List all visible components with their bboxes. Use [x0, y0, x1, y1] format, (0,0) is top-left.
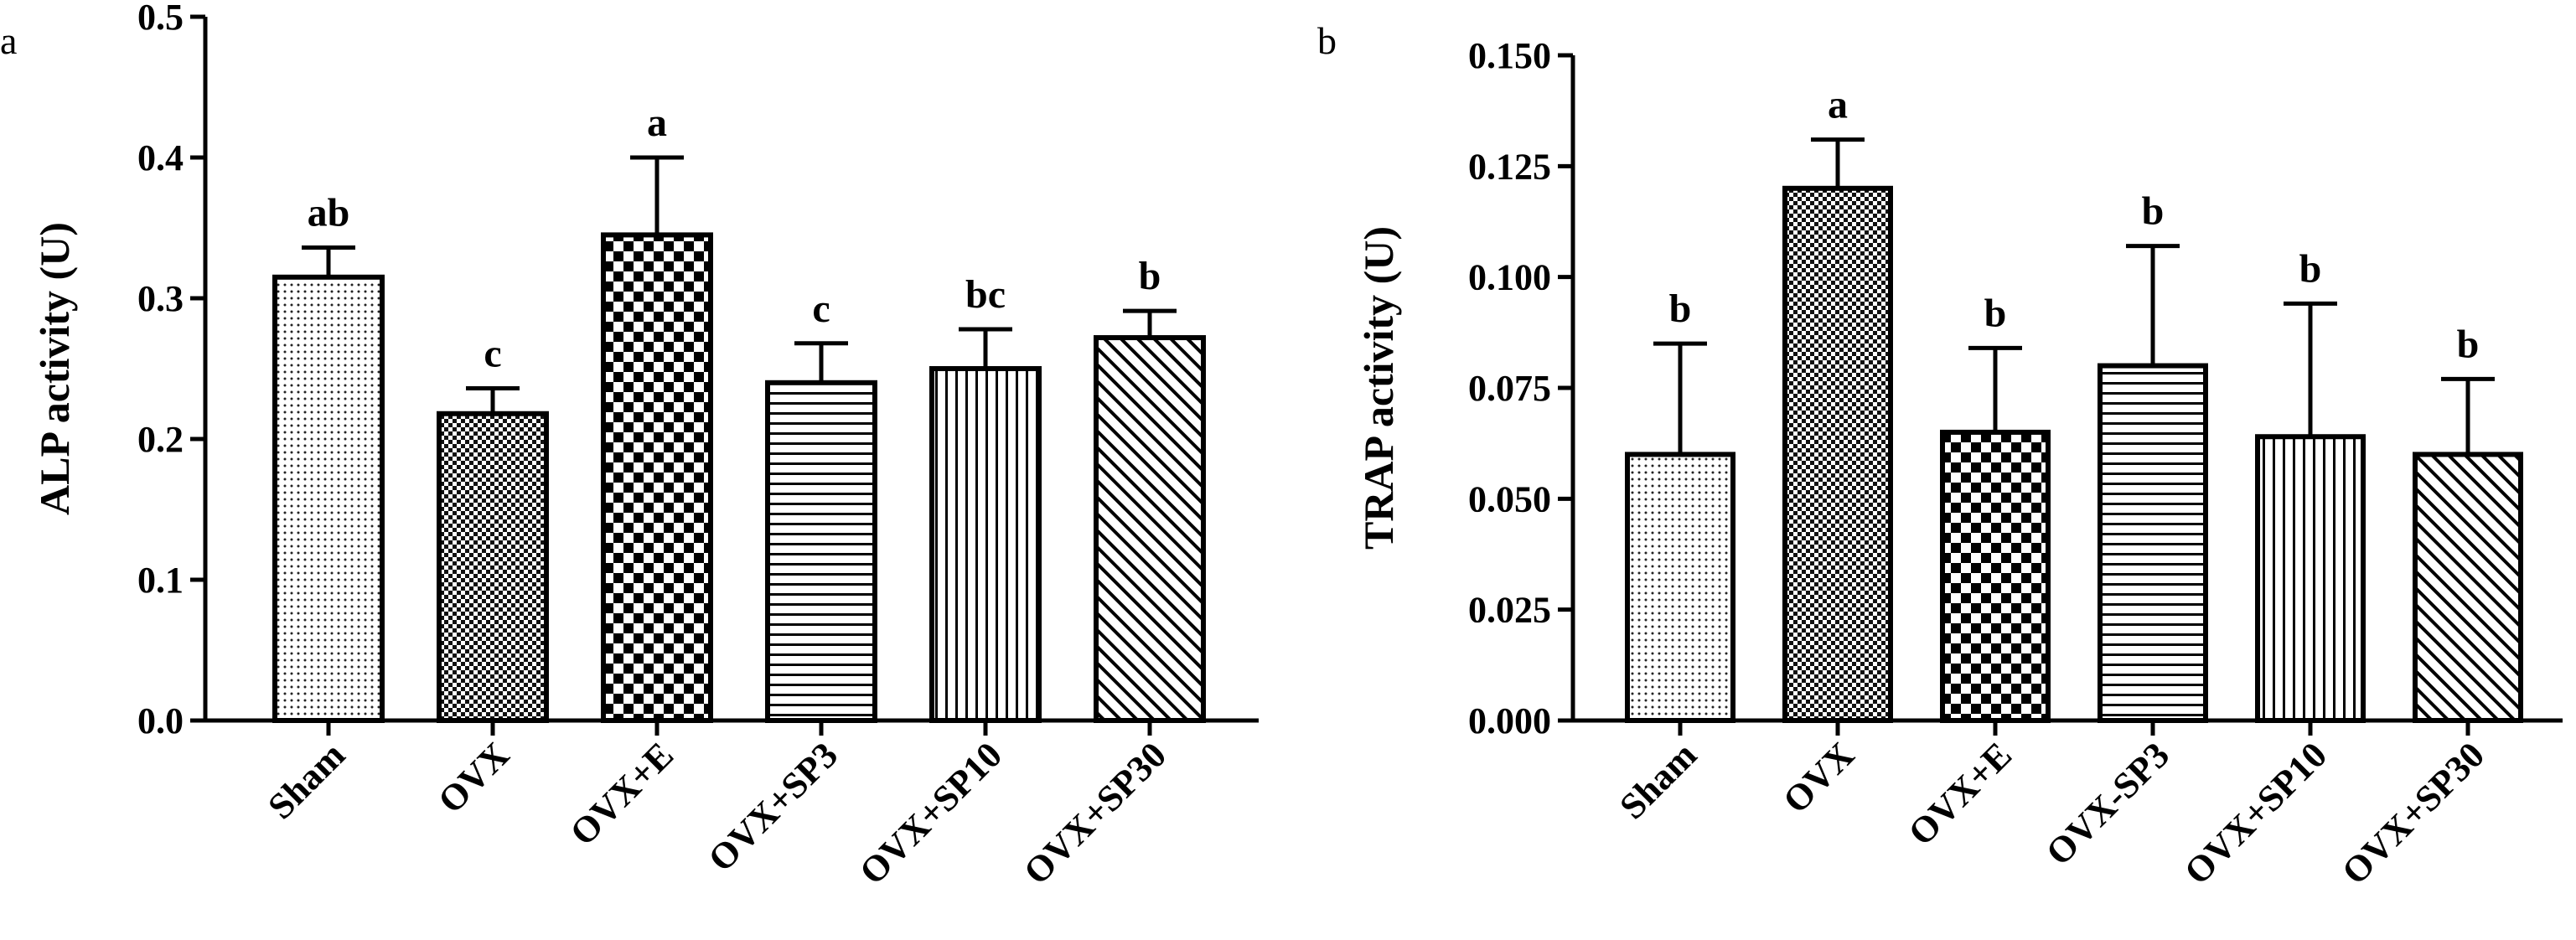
y-axis-title: ALP activity (U) — [31, 222, 78, 515]
y-tick-label: 0.4 — [137, 137, 184, 178]
bar-ovx-sp30 — [2413, 452, 2523, 724]
significance-label: bc — [965, 272, 1006, 317]
x-category-label: Sham — [1611, 734, 1704, 827]
significance-label: b — [2142, 189, 2165, 234]
x-category-label: OVX — [1775, 734, 1862, 821]
x-category-label: OVX+SP10 — [2176, 734, 2335, 892]
bar-ovx-e — [601, 232, 713, 723]
bar-ovx-sp30 — [1094, 335, 1206, 723]
bar-sham — [1625, 452, 1735, 724]
x-category-label: OVX+SP3 — [701, 734, 846, 879]
panel-b-label: b — [1317, 19, 1337, 62]
x-category-label: OVX-SP3 — [2038, 734, 2177, 873]
y-tick-label: 0.125 — [1468, 146, 1551, 187]
significance-label: a — [1828, 83, 1848, 127]
bar-ovx — [1782, 185, 1893, 724]
significance-label: b — [1669, 287, 1692, 331]
bar-sham — [272, 274, 385, 723]
x-category-label: OVX+SP10 — [851, 734, 1010, 892]
significance-label: b — [2457, 322, 2480, 366]
x-category-label: OVX+E — [1901, 734, 2020, 853]
x-category-label: OVX+E — [562, 734, 681, 853]
y-tick-label: 0.100 — [1468, 257, 1551, 298]
x-category-label: OVX — [430, 734, 517, 821]
significance-label: b — [2299, 246, 2322, 291]
y-tick-label: 0.075 — [1468, 368, 1551, 409]
significance-label: b — [1139, 254, 1161, 298]
y-tick-label: 0.050 — [1468, 478, 1551, 519]
bar-ovx-sp3 — [2098, 363, 2208, 723]
bar-ovx-sp3 — [765, 380, 877, 723]
bar-ovx-sp10 — [2255, 434, 2366, 724]
significance-label: ab — [308, 191, 350, 235]
y-tick-label: 0.000 — [1468, 700, 1551, 741]
x-category-label: OVX+SP30 — [2334, 734, 2492, 892]
significance-label: b — [1984, 291, 2007, 335]
y-tick-label: 0.0 — [137, 700, 184, 741]
y-tick-label: 0.025 — [1468, 590, 1551, 631]
x-category-label: Sham — [260, 734, 353, 827]
y-tick-label: 0.150 — [1468, 35, 1551, 76]
bar-ovx — [437, 411, 549, 723]
y-tick-label: 0.2 — [137, 419, 184, 460]
y-tick-label: 0.3 — [137, 278, 184, 319]
y-tick-label: 0.1 — [137, 560, 184, 601]
bar-ovx-e — [1940, 429, 2051, 724]
significance-label: a — [647, 101, 667, 145]
bar-ovx-sp10 — [929, 366, 1042, 723]
significance-label: c — [484, 332, 501, 376]
significance-label: c — [812, 287, 830, 331]
x-category-label: OVX+SP30 — [1016, 734, 1174, 892]
y-tick-label: 0.5 — [137, 0, 184, 38]
y-axis-title: TRAP activity (U) — [1355, 226, 1402, 550]
panel-a-label: a — [0, 19, 17, 62]
chart-b: 0.000 0.025 0.050 0.075 0.100 0.125 0.150 TRAP … — [1355, 35, 2563, 892]
